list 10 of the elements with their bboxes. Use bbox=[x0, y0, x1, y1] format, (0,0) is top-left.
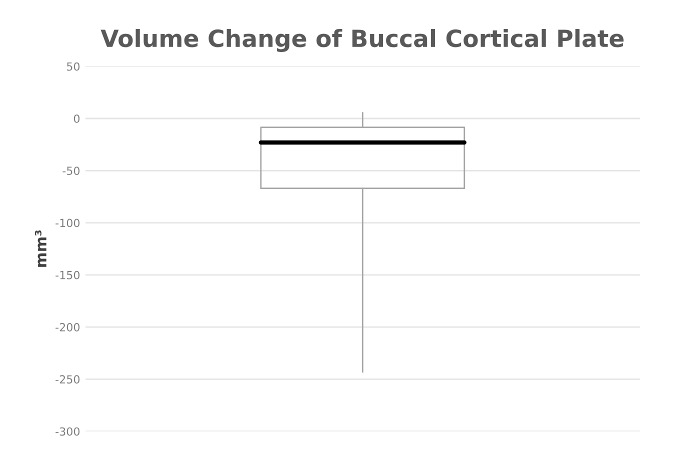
y-tick-label: -250 bbox=[56, 375, 80, 384]
y-axis-title: mm³ bbox=[34, 230, 46, 267]
y-tick-label: -100 bbox=[56, 218, 80, 228]
y-tick-label: -300 bbox=[56, 427, 80, 436]
y-tick-label: 50 bbox=[66, 62, 80, 71]
chart-title: Volume Change of Buccal Cortical Plate bbox=[100, 28, 624, 52]
y-tick-label: -50 bbox=[62, 166, 80, 176]
y-tick-label: 0 bbox=[74, 114, 80, 123]
y-tick-label: -150 bbox=[56, 270, 80, 280]
y-tick-label: -200 bbox=[56, 323, 80, 332]
